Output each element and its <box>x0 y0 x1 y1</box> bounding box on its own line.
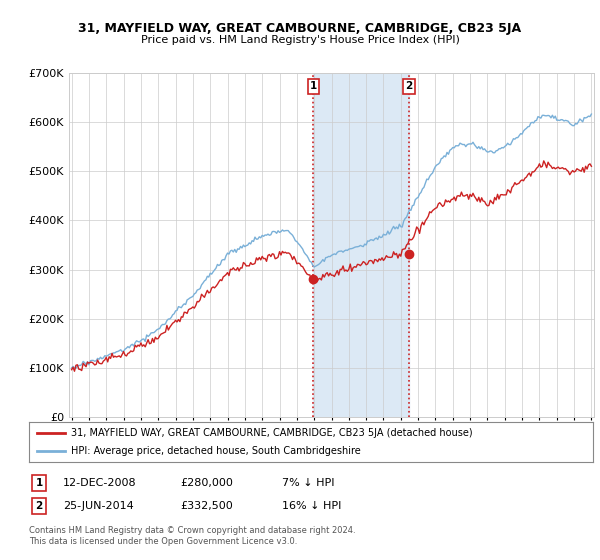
Text: 25-JUN-2014: 25-JUN-2014 <box>63 501 134 511</box>
Text: 7% ↓ HPI: 7% ↓ HPI <box>282 478 335 488</box>
Text: 1: 1 <box>310 81 317 91</box>
Text: Contains HM Land Registry data © Crown copyright and database right 2024.
This d: Contains HM Land Registry data © Crown c… <box>29 526 355 546</box>
Text: 2: 2 <box>406 81 413 91</box>
Text: £332,500: £332,500 <box>180 501 233 511</box>
Text: 31, MAYFIELD WAY, GREAT CAMBOURNE, CAMBRIDGE, CB23 5JA (detached house): 31, MAYFIELD WAY, GREAT CAMBOURNE, CAMBR… <box>71 428 473 438</box>
Text: 2: 2 <box>35 501 43 511</box>
Text: 12-DEC-2008: 12-DEC-2008 <box>63 478 137 488</box>
Bar <box>313 73 409 417</box>
Text: Price paid vs. HM Land Registry's House Price Index (HPI): Price paid vs. HM Land Registry's House … <box>140 35 460 45</box>
Text: HPI: Average price, detached house, South Cambridgeshire: HPI: Average price, detached house, Sout… <box>71 446 361 456</box>
Text: 16% ↓ HPI: 16% ↓ HPI <box>282 501 341 511</box>
Text: 1: 1 <box>35 478 43 488</box>
Text: 31, MAYFIELD WAY, GREAT CAMBOURNE, CAMBRIDGE, CB23 5JA: 31, MAYFIELD WAY, GREAT CAMBOURNE, CAMBR… <box>79 22 521 35</box>
Text: £280,000: £280,000 <box>180 478 233 488</box>
